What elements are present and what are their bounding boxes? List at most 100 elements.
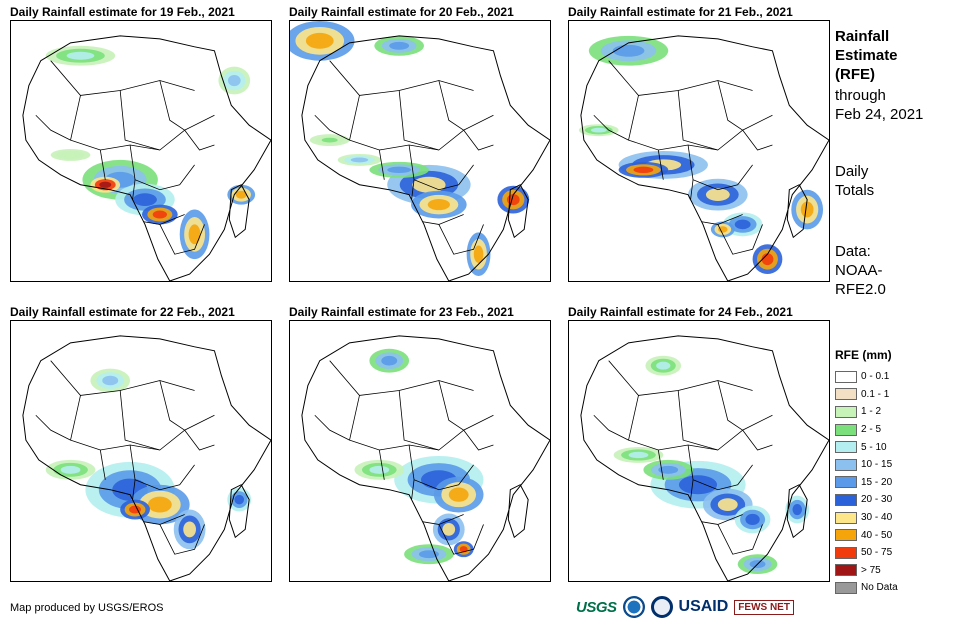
legend-swatch <box>835 564 857 577</box>
country-border <box>628 95 743 151</box>
country-border <box>378 449 385 480</box>
coastline <box>22 335 271 581</box>
country-border <box>159 380 215 431</box>
country-border <box>657 149 664 180</box>
map-svg <box>580 335 829 581</box>
country-border <box>129 144 195 191</box>
legend-item: 5 - 10 <box>835 438 898 456</box>
coastline <box>580 35 829 281</box>
rainfall-area <box>102 375 119 386</box>
rainfall-area <box>188 224 201 245</box>
country-border <box>184 129 215 151</box>
coastline <box>507 484 529 539</box>
rainfall-area <box>60 465 81 474</box>
legend-swatch <box>835 546 857 559</box>
legend-swatch <box>835 458 857 471</box>
noaa-logo <box>622 596 645 618</box>
rainfall-area <box>305 32 334 49</box>
country-border <box>677 90 718 151</box>
country-border <box>398 90 439 151</box>
usaid-logo: USAID <box>678 598 729 615</box>
legend-item: 10 - 15 <box>835 456 898 474</box>
rainfall-area <box>99 181 112 188</box>
rainfall-area <box>590 127 607 133</box>
country-border <box>463 129 494 151</box>
coastline <box>301 335 550 581</box>
panel-title-3: Daily Rainfall estimate for 21 Feb., 202… <box>568 5 793 19</box>
legend: 0 - 0.1 0.1 - 1 1 - 2 2 - 5 5 - 10 10 - 15 15 … <box>835 368 898 597</box>
rainfall-area <box>381 355 398 366</box>
through-date: through Feb 24, 2021 <box>835 87 924 123</box>
coastline <box>22 35 271 281</box>
country-border <box>408 479 464 525</box>
country-border <box>687 444 753 491</box>
map-title: Rainfall Estimate (RFE) <box>835 28 898 83</box>
rainfall-area <box>235 190 247 199</box>
rainfall-area <box>321 137 338 143</box>
legend-label: 1 - 2 <box>861 406 882 418</box>
daily-totals-label: Daily Totals <box>835 163 875 199</box>
map-svg <box>22 335 271 581</box>
legend-item: 50 - 75 <box>835 544 898 562</box>
rainfall-area <box>628 451 649 459</box>
rainfall-map-3 <box>568 20 830 282</box>
legend-swatch <box>835 441 857 454</box>
legend-swatch <box>835 493 857 506</box>
rainfall-area <box>633 166 654 174</box>
legend-label: > 75 <box>861 564 881 576</box>
map-svg <box>290 21 550 281</box>
panel-title-5: Daily Rainfall estimate for 23 Feb., 202… <box>289 305 514 319</box>
country-border <box>463 429 494 451</box>
country-border <box>159 80 215 131</box>
country-border <box>35 114 71 141</box>
rainfall-area <box>62 152 79 158</box>
rainfall-area <box>473 245 484 263</box>
country-border <box>593 114 629 141</box>
country-border <box>608 360 753 396</box>
usgs-logo: USGS <box>576 598 617 616</box>
country-border <box>35 414 71 441</box>
country-border <box>742 129 773 151</box>
panel-title-1: Daily Rainfall estimate for 19 Feb., 202… <box>10 5 235 19</box>
country-border <box>314 414 350 441</box>
legend-label: 2 - 5 <box>861 424 882 436</box>
country-border <box>742 429 773 451</box>
country-border <box>687 479 743 525</box>
rainfall-area <box>612 44 645 57</box>
country-border <box>129 479 185 525</box>
country-border <box>184 429 215 451</box>
legend-swatch <box>835 511 857 524</box>
legend-swatch <box>835 529 857 542</box>
rainfall-area <box>147 496 172 513</box>
rainfall-map-5 <box>289 320 551 582</box>
country-border <box>717 380 773 431</box>
country-border <box>50 360 195 396</box>
country-border <box>438 380 494 431</box>
rainfall-area <box>133 193 157 206</box>
country-border <box>329 60 474 96</box>
legend-swatch <box>835 423 857 436</box>
country-border <box>349 95 464 151</box>
country-border <box>159 524 205 555</box>
country-border <box>349 395 464 451</box>
country-border <box>329 360 474 396</box>
rainfall-area <box>800 201 814 218</box>
map-credit: Map produced by USGS/EROS <box>10 602 164 614</box>
rainfall-area <box>734 219 751 230</box>
country-border <box>119 90 160 151</box>
country-border <box>717 80 773 131</box>
country-border <box>99 449 106 480</box>
rainfall-area <box>227 74 241 87</box>
rainfall-area <box>792 503 803 516</box>
coastline <box>580 335 829 581</box>
legend-item: 0 - 0.1 <box>835 368 898 386</box>
country-border <box>438 224 484 255</box>
data-source: Data: NOAA- RFE2.0 <box>835 243 886 298</box>
country-border <box>50 60 195 96</box>
country-border <box>408 444 474 491</box>
country-border <box>119 390 160 451</box>
rainfall-map-1 <box>10 20 272 282</box>
logo-strip: USGS USAID FEWS NET <box>576 594 794 620</box>
rainfall-map-6 <box>568 320 830 582</box>
country-border <box>70 95 185 151</box>
